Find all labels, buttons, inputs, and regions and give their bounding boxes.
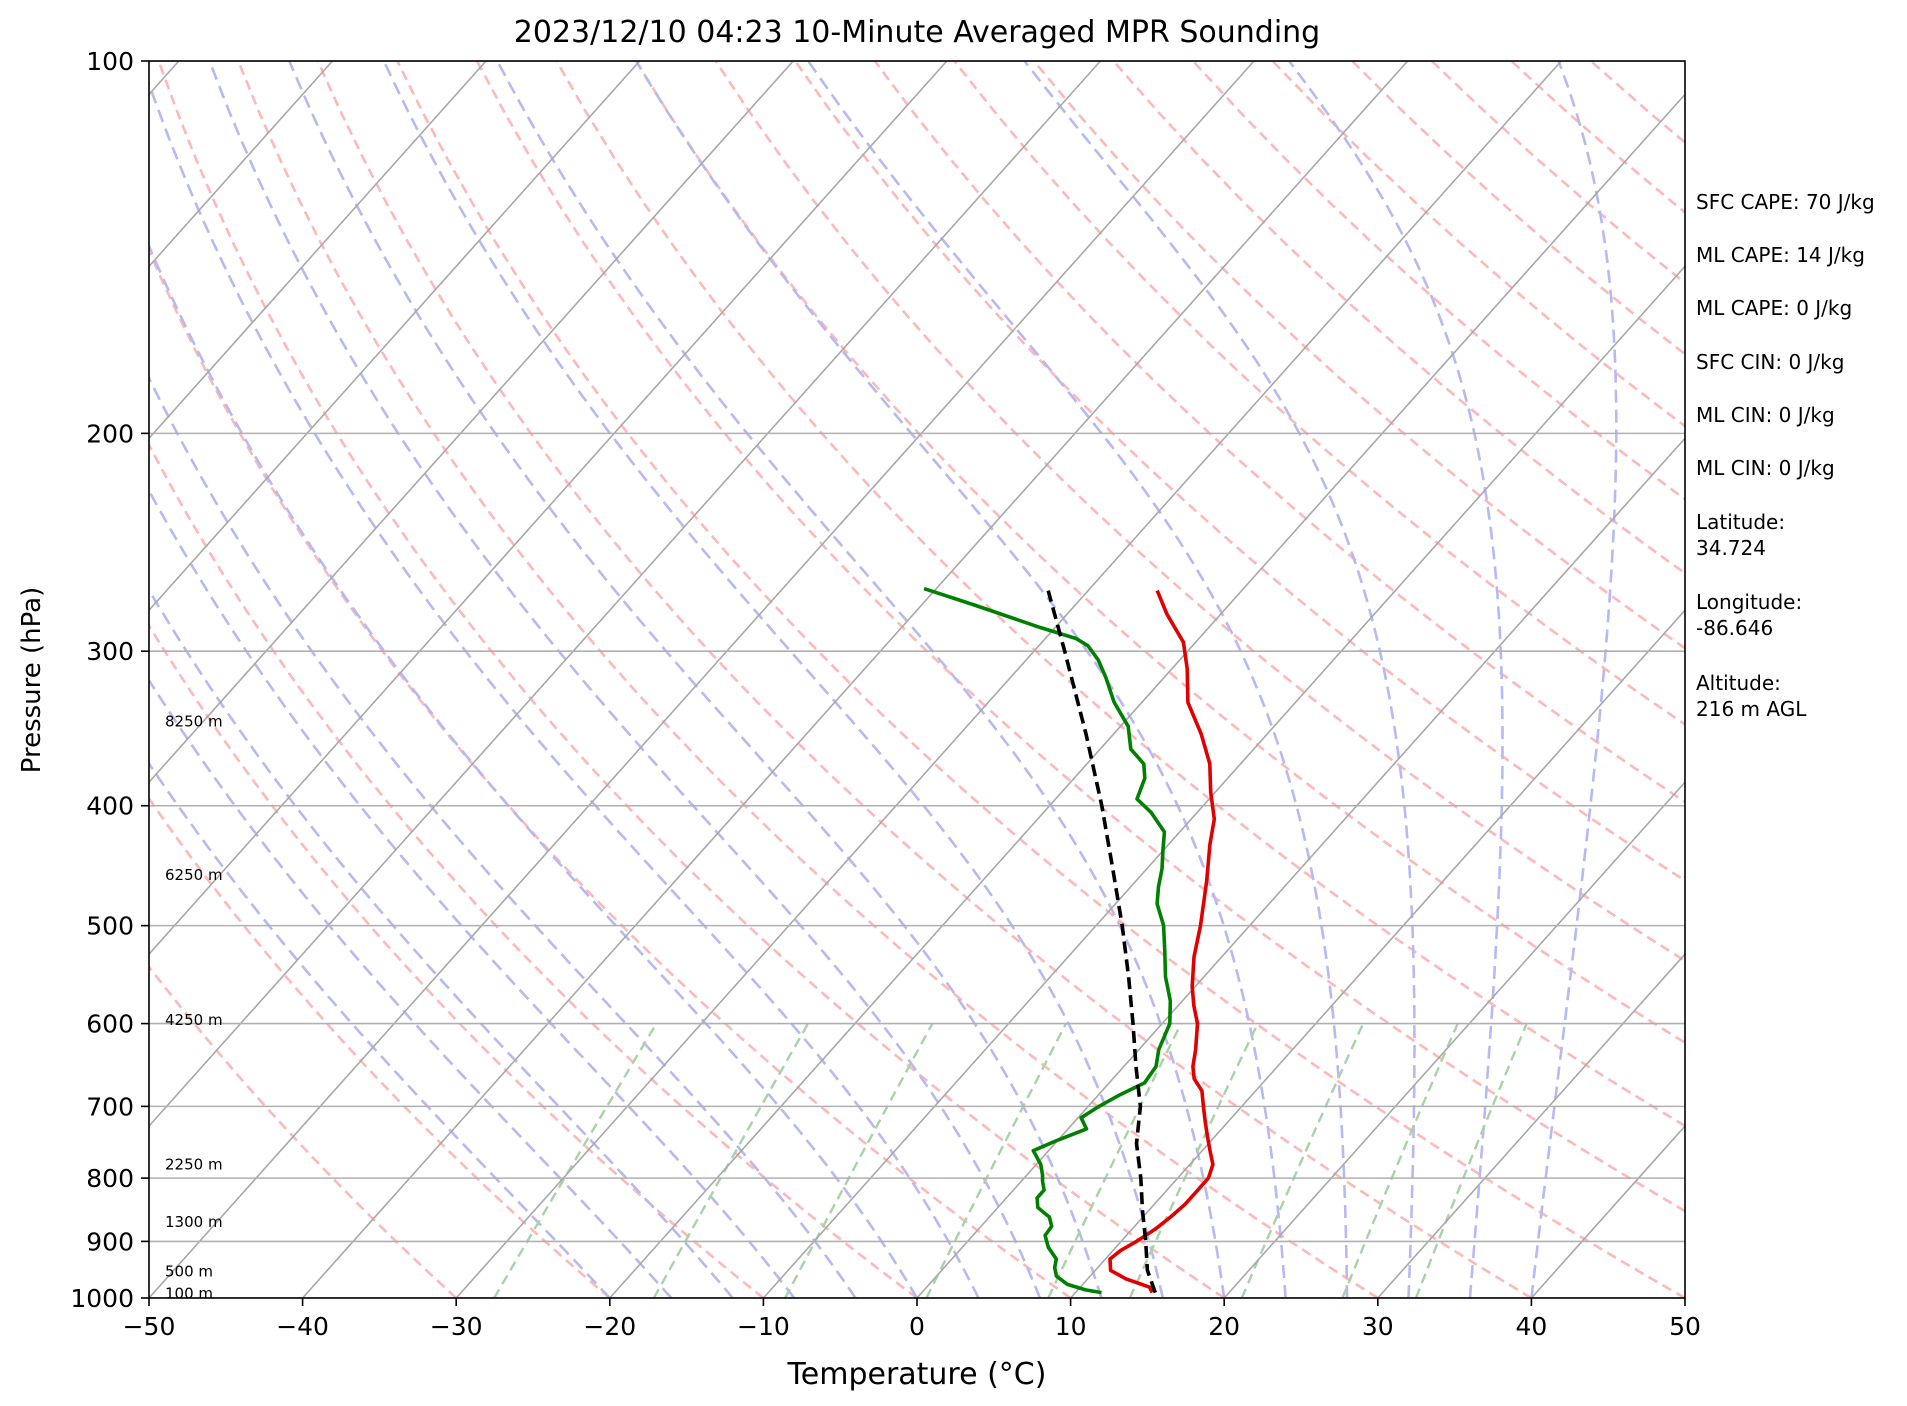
x-tick-label: 10 (1055, 1312, 1087, 1341)
stat-ml-cin: ML CIN: 0 J/kg (1696, 403, 1835, 427)
height-label: 2250 m (165, 1156, 223, 1174)
moist-adiabat (149, 761, 611, 1298)
moist-adiabat (149, 79, 980, 1298)
height-label: 1300 m (165, 1213, 223, 1231)
dry-adiabat (149, 442, 918, 1298)
isotherm (149, 61, 794, 784)
x-tick-label: 20 (1208, 1312, 1240, 1341)
y-tick-label: 400 (86, 792, 134, 821)
height-label: 500 m (165, 1263, 213, 1281)
stat-sfc-cape: SFC CAPE: 70 J/kg (1696, 190, 1875, 214)
y-tick-label: 900 (86, 1227, 134, 1256)
series-line-1 (1108, 589, 1217, 1294)
dry-adiabat (1032, 61, 1685, 650)
y-tick-label: 300 (86, 637, 134, 666)
site-longitude: Longitude: -86.646 (1696, 590, 1803, 640)
stat-ml-cin-2: ML CIN: 0 J/kg (1696, 456, 1835, 480)
dry-adiabat (953, 61, 1685, 726)
x-tick-label: −30 (430, 1312, 483, 1341)
pressure-grid (149, 61, 1685, 1298)
height-labels: 8250 m 6250 m 4250 m 2250 m 1300 m 500 m 100 m (165, 713, 223, 1303)
isotherm (609, 93, 1685, 1298)
site-latitude: Latitude: 34.724 (1696, 510, 1786, 560)
y-tick-label: 700 (86, 1092, 134, 1121)
x-axis-label: Temperature (°C) (787, 1357, 1047, 1392)
isotherm (1377, 952, 1685, 1298)
dry-adiabat (396, 61, 1685, 1298)
dry-adiabat (714, 61, 1685, 963)
dry-adiabat (149, 247, 1072, 1298)
moist-adiabat (496, 61, 1226, 1298)
moist-adiabat (288, 61, 1103, 1298)
axis-ticks: −50 −40 −30 −20 −10 0 10 20 30 40 50 1000 900 800 700 6… (70, 47, 1701, 1341)
moist-adiabat (1023, 61, 1416, 1298)
stat-ml-cape-2: ML CAPE: 0 J/kg (1696, 296, 1853, 320)
y-tick-label: 100 (86, 47, 134, 76)
x-tick-label: 30 (1362, 1312, 1394, 1341)
dry-adiabat (149, 964, 458, 1298)
x-tick-label: −50 (123, 1312, 176, 1341)
isotherm (149, 61, 1255, 1298)
x-tick-label: −20 (583, 1312, 636, 1341)
chart-title: 2023/12/10 04:23 10-Minute Averaged MPR … (514, 15, 1320, 50)
site-altitude: Altitude: 216 m AGL (1696, 671, 1807, 721)
profile-series (923, 586, 1217, 1295)
height-label: 4250 m (165, 1011, 223, 1029)
y-tick-label: 200 (86, 419, 134, 448)
x-tick-label: 0 (909, 1312, 925, 1341)
dry-adiabat (237, 61, 1379, 1298)
x-tick-label: 40 (1515, 1312, 1547, 1341)
x-tick-label: −40 (276, 1312, 329, 1341)
x-tick-label: −10 (737, 1312, 790, 1341)
x-tick-label: 50 (1669, 1312, 1701, 1341)
isotherm (149, 61, 1102, 1128)
dry-adiabat (149, 623, 765, 1298)
y-tick-label: 800 (86, 1164, 134, 1193)
moist-adiabat (149, 242, 919, 1298)
moist-adiabat (1288, 61, 1504, 1298)
y-tick-label: 1000 (70, 1284, 134, 1313)
moist-adiabat (1530, 61, 1618, 1298)
dry-adiabat (555, 61, 1685, 1128)
series-line-2 (923, 586, 1173, 1295)
dry-adiabat (794, 61, 1685, 883)
moist-adiabat (634, 61, 1287, 1298)
isotherm (1070, 609, 1685, 1298)
stat-ml-cape: ML CAPE: 14 J/kg (1696, 243, 1865, 267)
dry-adiabat (316, 61, 1533, 1298)
isotherm (916, 437, 1685, 1298)
height-label: 8250 m (165, 713, 223, 731)
stat-sfc-cin: SFC CIN: 0 J/kg (1696, 350, 1845, 374)
dry-adiabat (149, 796, 611, 1298)
moist-adiabat (149, 375, 857, 1298)
isotherm (149, 61, 948, 956)
isotherm (149, 61, 487, 440)
y-axis-label: Pressure (hPa) (17, 587, 47, 774)
isotherm (302, 61, 1409, 1298)
moist-adiabat (807, 61, 1349, 1298)
moist-adiabat (149, 487, 796, 1298)
isotherm (149, 61, 641, 612)
height-label: 100 m (165, 1285, 213, 1303)
y-tick-label: 500 (86, 912, 134, 941)
dry-adiabat (157, 61, 1225, 1298)
isotherm (1223, 780, 1685, 1298)
y-tick-label: 600 (86, 1010, 134, 1039)
isotherm (455, 61, 1562, 1298)
series-line-3 (1046, 590, 1157, 1294)
height-label: 6250 m (165, 866, 223, 884)
